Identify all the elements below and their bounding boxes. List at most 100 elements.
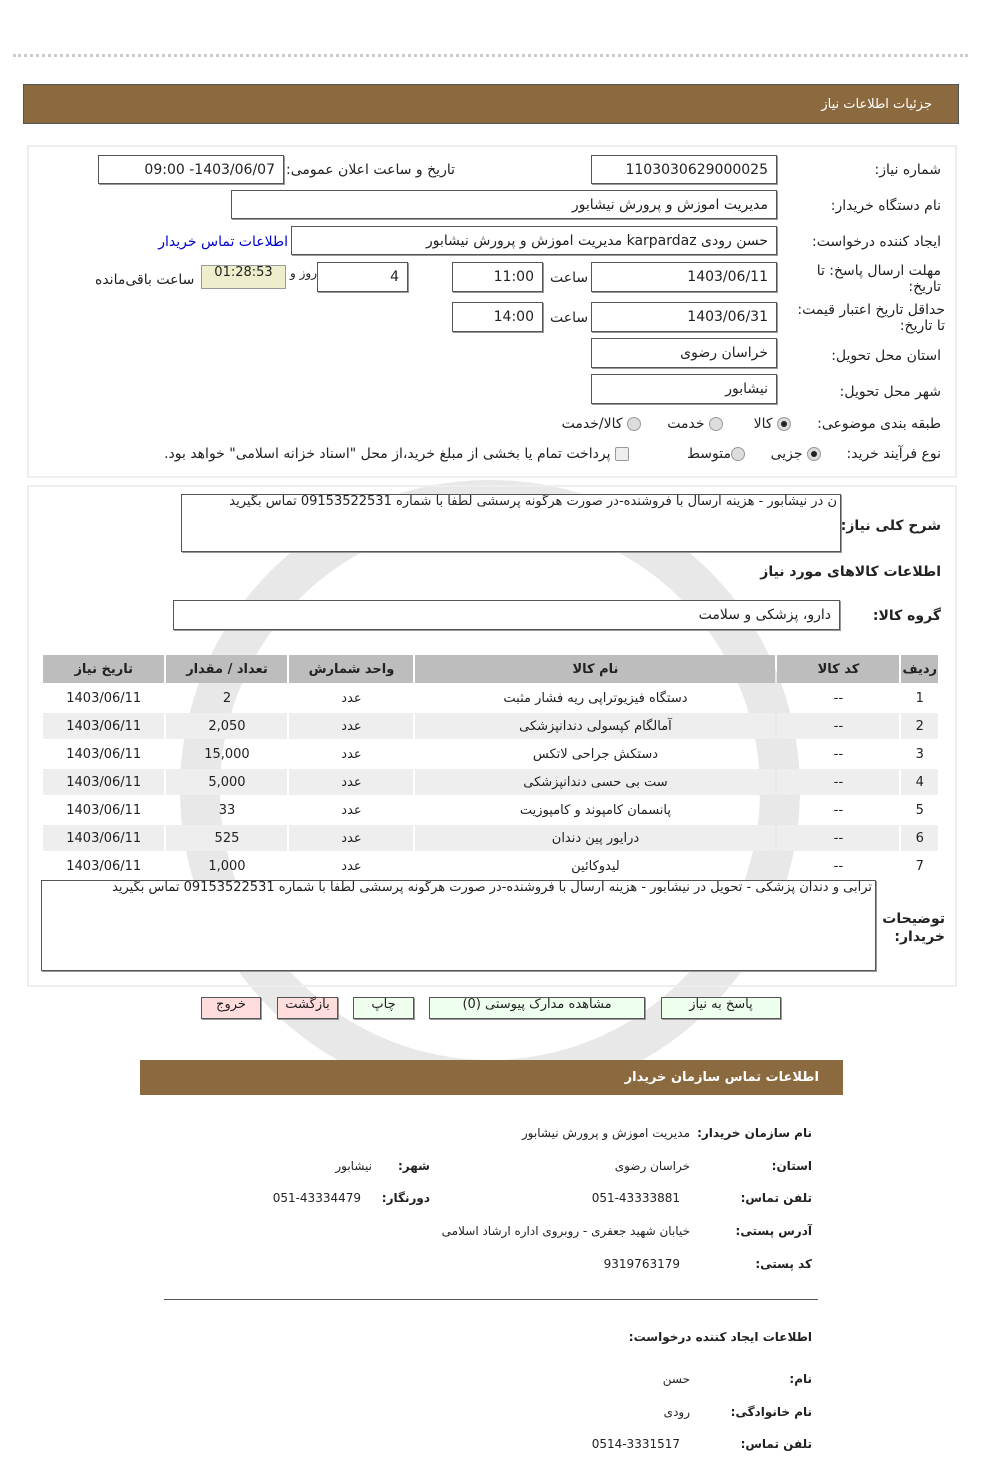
- table-cell: --: [833, 858, 844, 874]
- category-radio-goods[interactable]: کالا: [754, 416, 791, 432]
- table-cell: عدد: [341, 802, 362, 818]
- contact-header: اطلاعات تماس سازمان خریدار: [140, 1060, 843, 1095]
- table-cell: --: [833, 746, 844, 762]
- print-button[interactable]: چاپ: [353, 997, 414, 1019]
- table-cell: 5,000: [166, 769, 288, 795]
- category-radio-service[interactable]: خدمت: [667, 416, 723, 432]
- city-label: شهر محل تحویل:: [839, 384, 941, 400]
- table-cell: 7: [915, 858, 924, 874]
- items-table: ردیف کد کالا نام کالا واحد شمارش تعداد /…: [41, 653, 940, 881]
- process-radio-medium[interactable]: متوسط: [687, 446, 745, 462]
- table-cell: 1403/06/11: [43, 825, 165, 851]
- table-cell: پانسمان کامپوند و کامپوزیت: [519, 802, 672, 818]
- table-row: 2 -- آمالگام کپسولی دندانپزشکی عدد 2,050 1403…: [43, 713, 938, 739]
- contact-divider: [164, 1299, 818, 1300]
- buyer-contact-link[interactable]: اطلاعات تماس خریدار: [158, 234, 288, 250]
- name-label: نام:: [789, 1372, 812, 1386]
- need-number-label: شماره نیاز:: [874, 162, 942, 178]
- items-section-title: اطلاعات کالاهای مورد نیاز: [760, 564, 941, 580]
- validity-time-field: 14:00: [452, 302, 543, 332]
- exit-button[interactable]: خروج: [201, 997, 261, 1019]
- announce-label: تاریخ و ساعت اعلان عمومی:: [286, 162, 455, 178]
- org-value: مدیریت اموزش و پرورش نیشابور: [521, 1126, 690, 1140]
- view-attachments-button[interactable]: مشاهده مدارک پیوستی (0): [429, 997, 645, 1019]
- table-cell: 2: [901, 713, 938, 739]
- table-cell: 6: [901, 825, 938, 851]
- table-cell: --: [777, 713, 900, 739]
- table-cell: درایور پین دندان: [415, 825, 776, 851]
- reply-button[interactable]: پاسخ به نیاز: [661, 997, 781, 1019]
- contact-city-label: شهر:: [398, 1159, 430, 1173]
- table-cell: 4: [901, 769, 938, 795]
- contact-province-value: خراسان رضوی: [614, 1159, 690, 1173]
- table-cell: 1,000: [208, 858, 246, 874]
- col-code: کد کالا: [777, 655, 900, 683]
- table-cell: عدد: [289, 713, 414, 739]
- process-radio-small[interactable]: جزیی: [771, 446, 821, 462]
- radio-icon: [731, 447, 745, 461]
- radio-icon: [709, 417, 723, 431]
- radio-icon: [627, 417, 641, 431]
- process-label: نوع فرآیند خرید:: [846, 446, 942, 462]
- city-field: نیشابور: [591, 374, 777, 404]
- table-cell: 1403/06/11: [66, 858, 142, 874]
- buyer-label: نام دستگاه خریدار:: [830, 198, 941, 214]
- table-cell: --: [777, 825, 900, 851]
- radio-label: متوسط: [687, 446, 731, 462]
- creator-label: ایجاد کننده درخواست:: [812, 234, 941, 250]
- fax-value: 051-43334479: [272, 1191, 361, 1205]
- page-header: جزئیات اطلاعات نیاز: [23, 84, 959, 124]
- table-cell: --: [833, 690, 844, 706]
- table-row: 3 -- دستکش جراحی لاتکس عدد 15,000 1403/06/11: [43, 741, 938, 767]
- table-cell: 1403/06/11: [43, 769, 165, 795]
- treasury-payment-checkbox[interactable]: پرداخت تمام یا بخشی از مبلغ خرید،از محل …: [164, 446, 629, 462]
- need-info-panel: [27, 145, 957, 478]
- creator-info-title: اطلاعات ایجاد کننده درخواست:: [628, 1330, 812, 1344]
- table-cell: 3: [915, 746, 924, 762]
- buyer-notes-field[interactable]: ترابی و دندان پزشکی - تحویل در نیشابور -…: [41, 880, 876, 971]
- table-cell: عدد: [341, 858, 362, 874]
- contact-city-value: نیشابور: [335, 1159, 372, 1173]
- deadline-time-field: 11:00: [452, 262, 543, 292]
- deadline-time-label: ساعت: [550, 270, 589, 286]
- fax-label: دورنگار:: [381, 1191, 430, 1205]
- contact-phone-value: 051-43333881: [591, 1191, 680, 1205]
- org-label: نام سازمان خریدار:: [697, 1126, 812, 1140]
- validity-date-field: 1403/06/31: [591, 302, 777, 332]
- description-field[interactable]: ن در نیشابور - هزینه ارسال با فروشنده-در…: [181, 494, 841, 552]
- radio-label: خدمت: [667, 416, 705, 432]
- table-cell: 1403/06/11: [66, 690, 142, 706]
- province-label: استان محل تحویل:: [831, 348, 941, 364]
- validity-label: حداقل تاریخ اعتبار قیمت: تا تاریخ:: [797, 302, 945, 334]
- announce-field: 1403/06/07- 09:00: [98, 155, 284, 184]
- category-radio-both[interactable]: کالا/خدمت: [562, 416, 641, 432]
- table-cell: --: [833, 802, 844, 818]
- buyer-field: مدیریت اموزش و پرورش نیشابور: [231, 190, 777, 219]
- table-cell: عدد: [341, 746, 362, 762]
- table-cell: 2,050: [166, 713, 288, 739]
- radio-icon: [777, 417, 791, 431]
- address-value: خیابان شهید جعفری - روبروی اداره ارشاد ا…: [441, 1224, 690, 1238]
- table-row: 6 -- درایور پین دندان عدد 525 1403/06/11: [43, 825, 938, 851]
- details-panel: [27, 485, 957, 987]
- family-value: رودی: [663, 1405, 690, 1419]
- radio-label: جزیی: [770, 446, 803, 462]
- table-cell: 33: [218, 802, 236, 818]
- checkbox-label: پرداخت تمام یا بخشی از مبلغ خرید،از محل …: [164, 446, 611, 462]
- table-cell: --: [777, 769, 900, 795]
- table-cell: 2: [222, 690, 232, 706]
- countdown-timer: 01:28:53: [201, 265, 286, 289]
- col-qty: تعداد / مقدار: [166, 655, 288, 683]
- table-cell: 15,000: [204, 746, 250, 762]
- postal-value: 9319763179: [603, 1257, 680, 1271]
- col-row: ردیف: [901, 655, 938, 683]
- creator-phone-value: 0514-3331517: [591, 1437, 680, 1451]
- table-cell: 1403/06/11: [43, 713, 165, 739]
- back-button[interactable]: بازگشت: [277, 997, 338, 1019]
- table-row: 5 -- پانسمان کامپوند و کامپوزیت عدد 33 1403/0…: [43, 797, 938, 823]
- table-cell: 1403/06/11: [66, 746, 142, 762]
- checkbox-icon: [615, 447, 629, 461]
- table-cell: 525: [166, 825, 288, 851]
- table-row: 1 -- دستگاه فیزیوتراپی ریه فشار مثبت عدد 2 14…: [43, 685, 938, 711]
- table-cell: دستکش جراحی لاتکس: [532, 746, 659, 762]
